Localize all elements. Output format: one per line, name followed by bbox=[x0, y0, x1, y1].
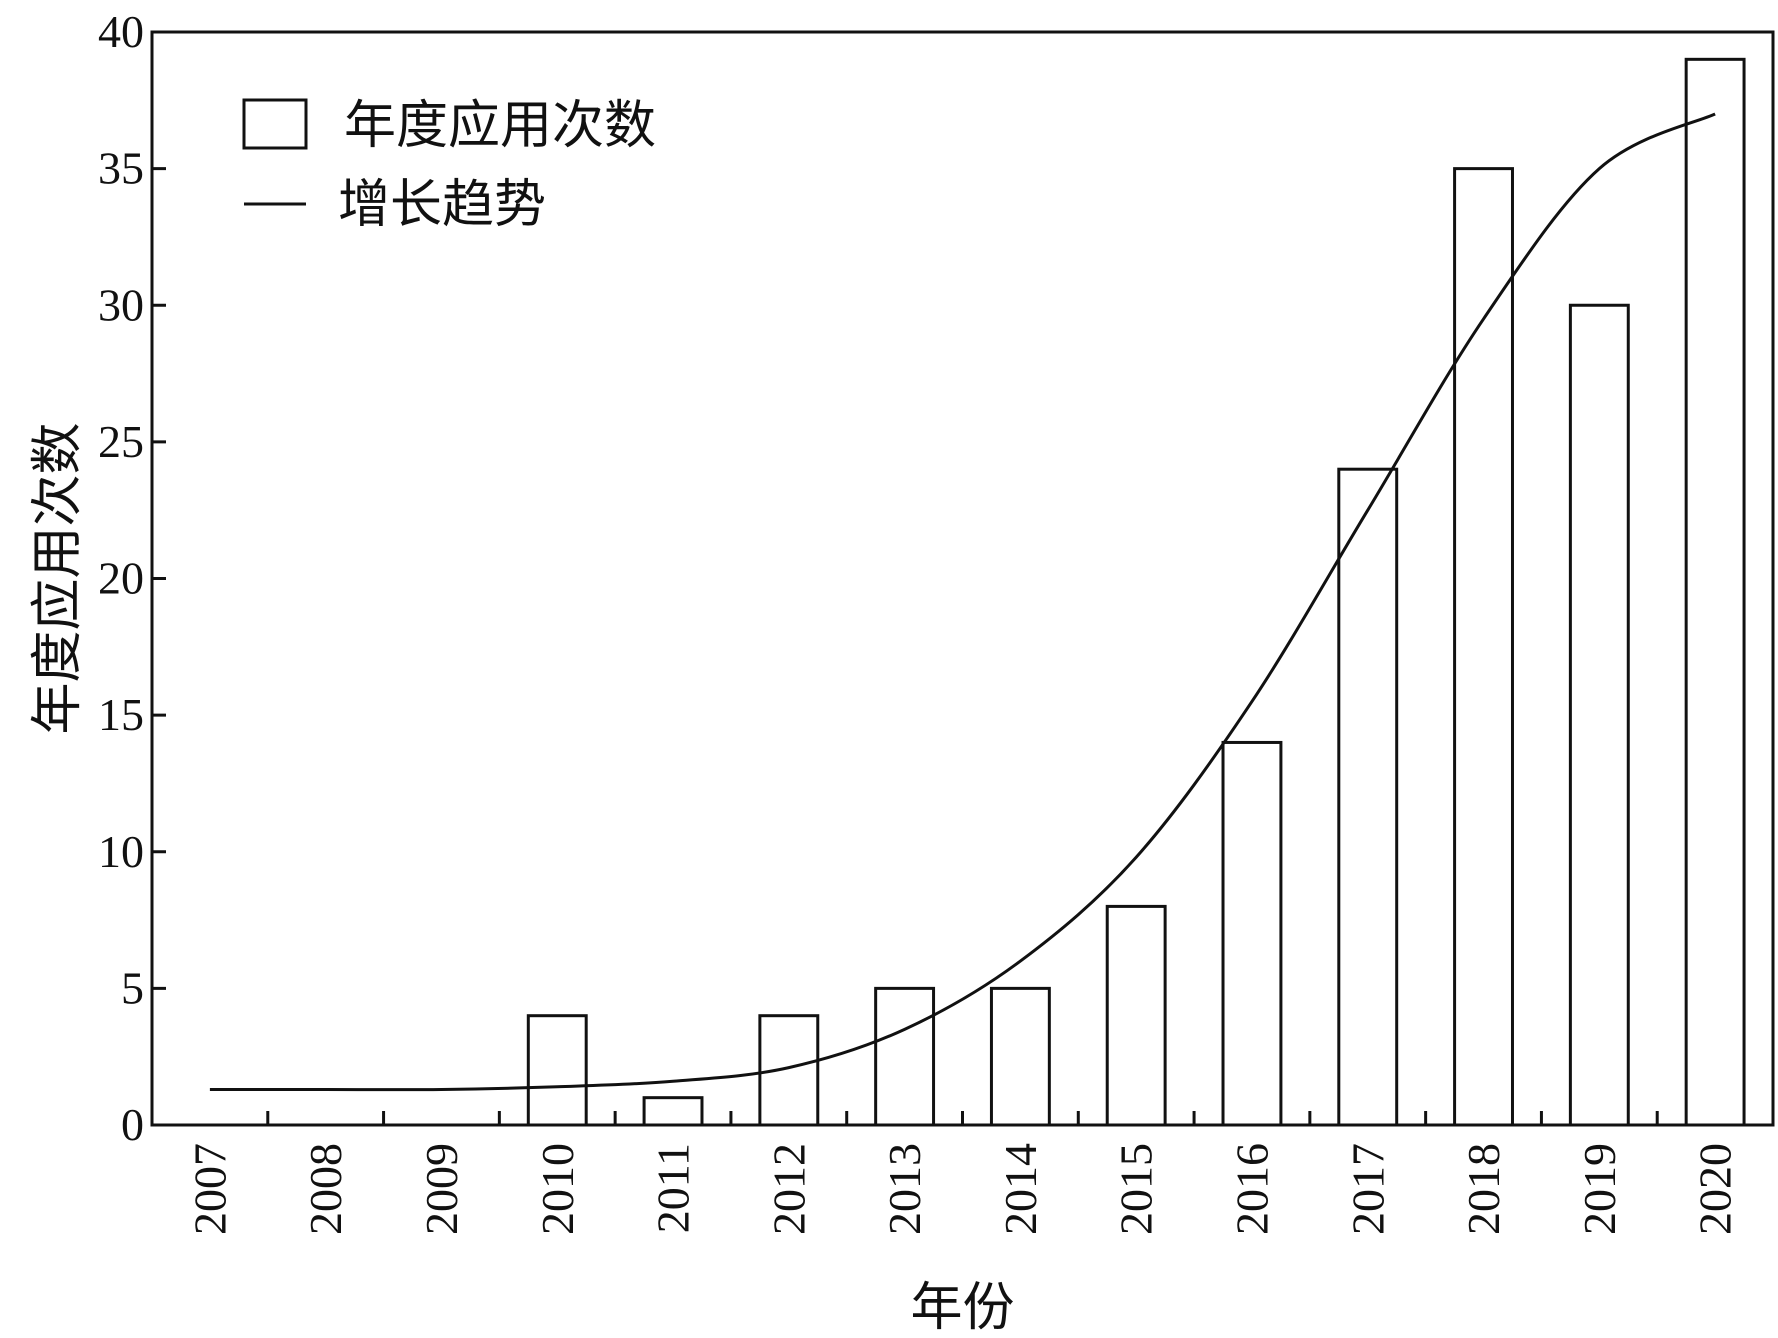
x-tick-label: 2007 bbox=[184, 1143, 235, 1235]
x-tick-label: 2015 bbox=[1111, 1143, 1162, 1235]
bar-2017 bbox=[1337, 467, 1399, 1127]
x-tick-label: 2016 bbox=[1226, 1143, 1277, 1235]
y-tick-label: 40 bbox=[98, 6, 144, 57]
x-tick-label: 2014 bbox=[995, 1143, 1046, 1235]
y-tick-label: 35 bbox=[98, 143, 144, 194]
y-tick-label: 0 bbox=[121, 1099, 144, 1150]
bar-2010 bbox=[526, 1014, 588, 1127]
bar-series bbox=[526, 57, 1746, 1127]
bar-2018 bbox=[1453, 167, 1514, 1127]
trend-series bbox=[209, 112, 1716, 1092]
x-tick-label: 2011 bbox=[648, 1143, 699, 1233]
y-axis: 0 5 10 15 20 25 30 35 40 bbox=[98, 6, 166, 1150]
bar-2020 bbox=[1684, 57, 1746, 1127]
x-tick-label: 2013 bbox=[879, 1143, 930, 1235]
y-tick-label: 20 bbox=[98, 553, 144, 604]
x-axis: 2007 2008 2009 2010 2011 2012 2013 2014 2015 2016… bbox=[184, 1111, 1741, 1235]
x-axis-title: 年份 bbox=[910, 1278, 1014, 1338]
x-tick-label: 2017 bbox=[1342, 1143, 1393, 1235]
x-tick-label: 2019 bbox=[1574, 1143, 1625, 1235]
bar-2016 bbox=[1221, 740, 1283, 1127]
x-tick-label: 2012 bbox=[763, 1143, 814, 1235]
x-tick-label: 2008 bbox=[300, 1143, 351, 1235]
legend-line-label: 增长趋势 bbox=[338, 175, 546, 235]
y-tick-label: 15 bbox=[98, 689, 144, 740]
bar-2015 bbox=[1105, 904, 1167, 1127]
legend-bar-label: 年度应用次数 bbox=[344, 96, 656, 156]
y-tick-label: 30 bbox=[98, 279, 144, 330]
legend: 年度应用次数 增长趋势 bbox=[242, 96, 656, 235]
x-tick-label: 2020 bbox=[1690, 1143, 1741, 1235]
x-tick-label: 2009 bbox=[416, 1143, 467, 1235]
legend-bar-swatch bbox=[242, 98, 308, 150]
trend-line bbox=[209, 112, 1716, 1092]
y-tick-label: 25 bbox=[98, 416, 144, 467]
bar-2014 bbox=[989, 986, 1051, 1127]
y-axis-title: 年度应用次数 bbox=[28, 422, 88, 734]
y-tick-label: 10 bbox=[98, 826, 144, 877]
bar-2013 bbox=[874, 986, 936, 1127]
bar-2011 bbox=[642, 1096, 704, 1127]
bar-2019 bbox=[1568, 303, 1630, 1127]
x-tick-label: 2010 bbox=[532, 1143, 583, 1235]
y-tick-label: 5 bbox=[121, 962, 144, 1013]
x-tick-label: 2018 bbox=[1458, 1143, 1509, 1235]
